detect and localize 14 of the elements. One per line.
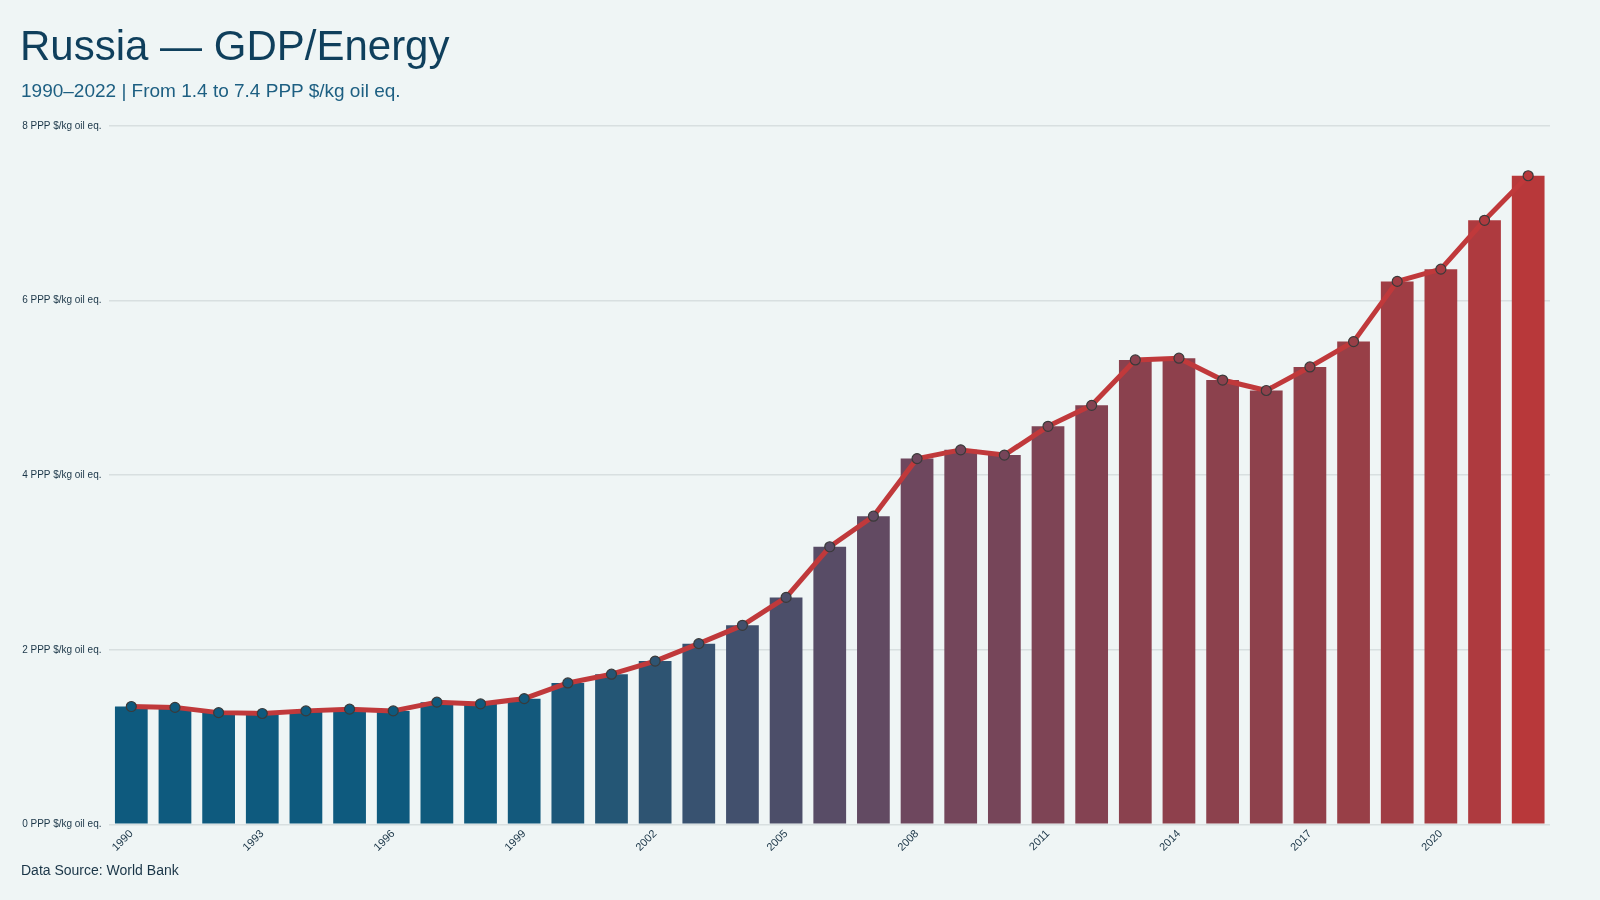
y-tick-label: 6 PPP $/kg oil eq. [22,294,102,306]
point [1391,275,1403,287]
y-tick-label: 4 PPP $/kg oil eq. [22,468,102,480]
point [1435,263,1447,275]
chart-title: Russia — GDP/Energy [20,22,450,70]
y-tick-label: 2 PPP $/kg oil eq. [22,643,102,655]
y-tick-label: 8 PPP $/kg oil eq. [22,119,102,131]
point [1478,214,1491,226]
source-note: Data Source: World Bank [21,862,179,878]
y-tick-label: 0 PPP $/kg oil eq. [22,818,102,830]
chart-subtitle: 1990–2022 | From 1.4 to 7.4 PPP $/kg oil eq. [21,80,401,102]
point [1347,336,1360,348]
point [1304,361,1316,373]
point [1522,170,1534,182]
